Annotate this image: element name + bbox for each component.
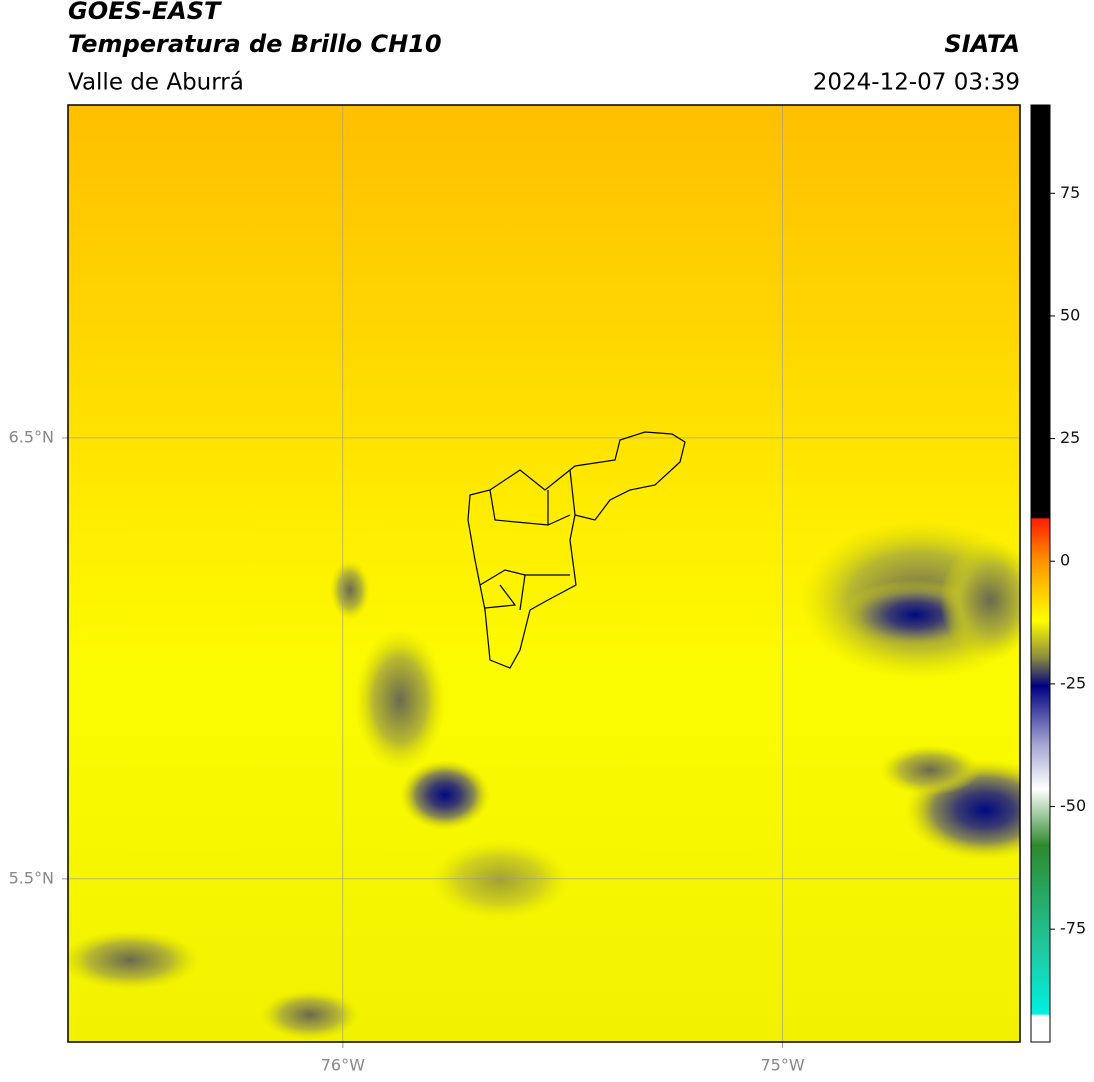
colorbar-tick-label: 75 (1060, 183, 1080, 202)
colorbar-tick-label: -25 (1060, 673, 1086, 692)
colorbar-tick-label: 50 (1060, 305, 1080, 324)
x-tick-label: 76°W (321, 1056, 365, 1075)
municipal-boundaries (467, 431, 686, 669)
y-tick-label: 5.5°N (9, 868, 54, 887)
graticule: 76°W 75°W 6.5°N 5.5°N (9, 105, 1020, 1075)
source: SIATA (944, 30, 1020, 58)
colorbar-ticks: 75 50 25 0 -25 -50 -75 (1050, 183, 1086, 938)
colorbar-tick-label: 0 (1060, 551, 1070, 570)
subtitle: Temperatura de Brillo CH10 (68, 30, 442, 58)
y-tick-label: 6.5°N (9, 427, 54, 446)
colorbar-tick-label: -75 (1060, 919, 1086, 938)
satellite-image (68, 105, 1020, 1042)
region: Valle de Aburrá (68, 70, 244, 96)
colorbar (1030, 104, 1051, 1043)
x-tick-label: 75°W (760, 1056, 804, 1075)
colorbar-tick-label: 25 (1060, 428, 1080, 447)
datetime: 2024-12-07 03:39 (813, 70, 1020, 96)
title: GOES-EAST (68, 0, 222, 25)
colorbar-tick-label: -50 (1060, 796, 1086, 815)
map-frame (67, 104, 1021, 1043)
